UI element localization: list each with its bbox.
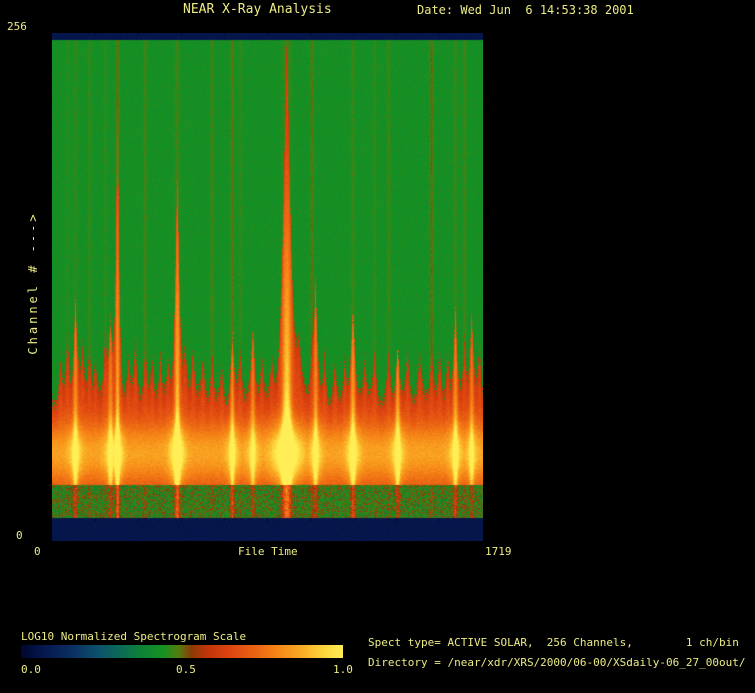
date-label: Date: Wed Jun 6 14:53:38 2001 [417,3,634,17]
colorbar-tick-05: 0.5 [176,663,196,676]
spectrogram-image [52,33,483,541]
y-axis-title: Channel # ---> [26,211,40,355]
colorbar-label: LOG10 Normalized Spectrogram Scale [21,630,247,643]
colorbar-gradient [21,645,343,658]
x-axis-min-label: 0 [34,545,41,558]
colorbar-tick-1: 1.0 [333,663,353,676]
colorbar-tick-0: 0.0 [21,663,41,676]
y-axis-min-label: 0 [16,529,23,542]
x-axis-title: File Time [238,545,298,558]
y-axis-max-label: 256 [7,20,27,33]
x-axis-max-label: 1719 [485,545,512,558]
directory-info: Directory = /near/xdr/XRS/2000/06-00/XSd… [368,656,746,669]
page-title: NEAR X-Ray Analysis [183,2,332,17]
spect-type-info: Spect type= ACTIVE SOLAR, 256 Channels, … [368,636,739,649]
